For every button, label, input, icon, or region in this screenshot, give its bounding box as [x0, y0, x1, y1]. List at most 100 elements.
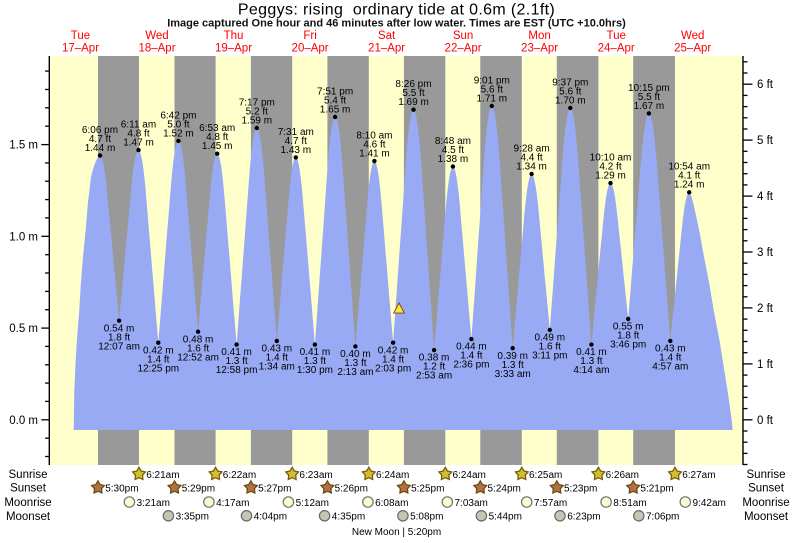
svg-text:1.45 m: 1.45 m — [202, 141, 233, 152]
svg-text:4.4 ft: 4.4 ft — [520, 152, 542, 163]
svg-text:1.67 m: 1.67 m — [634, 101, 665, 112]
svg-text:1.41 m: 1.41 m — [359, 149, 390, 160]
svg-text:0.55 m: 0.55 m — [613, 322, 644, 333]
svg-text:4:57 am: 4:57 am — [652, 362, 688, 373]
svg-text:1.3 ft: 1.3 ft — [304, 356, 326, 367]
svg-text:1.4 ft: 1.4 ft — [460, 351, 482, 362]
svg-text:1.69 m: 1.69 m — [398, 97, 429, 108]
svg-text:4.8 ft: 4.8 ft — [206, 132, 228, 143]
svg-text:0.41 m: 0.41 m — [576, 347, 607, 358]
svg-text:Sunrise: Sunrise — [747, 469, 786, 481]
svg-text:7:57am: 7:57am — [534, 498, 567, 509]
svg-text:2:13 am: 2:13 am — [337, 367, 373, 378]
svg-text:21–Apr: 21–Apr — [368, 43, 405, 55]
svg-text:9:37 pm: 9:37 pm — [552, 77, 588, 88]
svg-text:1:34 am: 1:34 am — [259, 362, 295, 373]
svg-text:8:51am: 8:51am — [613, 498, 646, 509]
svg-text:1.38 m: 1.38 m — [438, 154, 469, 165]
svg-text:7:06pm: 7:06pm — [646, 512, 679, 523]
svg-text:6:11 am: 6:11 am — [121, 120, 156, 131]
svg-text:7:51 pm: 7:51 pm — [317, 86, 353, 97]
svg-text:3:21am: 3:21am — [137, 498, 170, 509]
svg-text:3:35pm: 3:35pm — [176, 512, 209, 523]
svg-text:9:42am: 9:42am — [693, 498, 726, 509]
svg-text:Moonset: Moonset — [6, 511, 51, 523]
svg-text:20–Apr: 20–Apr — [292, 43, 329, 55]
svg-text:12:52 am: 12:52 am — [177, 352, 219, 363]
svg-text:0.0 m: 0.0 m — [9, 415, 38, 427]
svg-text:1.3 ft: 1.3 ft — [502, 360, 524, 371]
svg-text:5:12am: 5:12am — [296, 498, 329, 509]
svg-text:2 ft: 2 ft — [757, 303, 774, 315]
svg-text:5.4 ft: 5.4 ft — [324, 95, 346, 106]
svg-text:0.5 m: 0.5 m — [9, 323, 38, 335]
svg-text:1.6 ft: 1.6 ft — [187, 343, 209, 354]
svg-text:10:54 am: 10:54 am — [668, 162, 710, 173]
svg-text:0.44 m: 0.44 m — [456, 342, 487, 353]
svg-text:1.43 m: 1.43 m — [281, 145, 312, 156]
svg-text:0.43 m: 0.43 m — [262, 344, 293, 355]
svg-text:4.5 ft: 4.5 ft — [442, 145, 464, 156]
svg-text:6:24am: 6:24am — [376, 470, 409, 481]
svg-text:8:48 am: 8:48 am — [435, 136, 471, 147]
svg-text:1.47 m: 1.47 m — [123, 138, 154, 149]
svg-text:Tue: Tue — [71, 30, 90, 42]
svg-text:1 ft: 1 ft — [757, 359, 774, 371]
svg-text:0.42 m: 0.42 m — [378, 345, 409, 356]
svg-text:10:10 am: 10:10 am — [590, 153, 632, 164]
svg-text:1.5 m: 1.5 m — [9, 140, 38, 152]
svg-text:1.4 ft: 1.4 ft — [382, 354, 404, 365]
svg-text:0.38 m: 0.38 m — [419, 353, 450, 364]
svg-text:4 ft: 4 ft — [757, 191, 774, 203]
svg-text:5.0 ft: 5.0 ft — [167, 119, 189, 130]
svg-text:1.24 m: 1.24 m — [674, 180, 705, 191]
svg-text:0.42 m: 0.42 m — [143, 345, 174, 356]
svg-text:8:10 am: 8:10 am — [356, 131, 392, 142]
svg-text:1.65 m: 1.65 m — [320, 104, 351, 115]
svg-text:Fri: Fri — [303, 30, 316, 42]
svg-text:18–Apr: 18–Apr — [138, 43, 175, 55]
svg-text:Sun: Sun — [453, 30, 473, 42]
svg-text:3:11 pm: 3:11 pm — [532, 351, 567, 362]
svg-text:2:03 pm: 2:03 pm — [375, 363, 411, 374]
svg-text:4.2 ft: 4.2 ft — [599, 162, 621, 173]
svg-text:0.54 m: 0.54 m — [104, 323, 135, 334]
svg-text:New Moon | 5:20pm: New Moon | 5:20pm — [352, 527, 441, 538]
svg-text:Sunrise: Sunrise — [9, 469, 48, 481]
svg-text:Sunset: Sunset — [748, 483, 785, 495]
svg-text:24–Apr: 24–Apr — [598, 43, 635, 55]
svg-text:0.48 m: 0.48 m — [183, 334, 214, 345]
svg-text:Tue: Tue — [607, 30, 626, 42]
svg-text:1.3 ft: 1.3 ft — [344, 358, 366, 369]
svg-text:6:23pm: 6:23pm — [567, 512, 600, 523]
svg-text:5 ft: 5 ft — [757, 135, 774, 147]
svg-text:4:04pm: 4:04pm — [254, 512, 287, 523]
svg-text:1.6 ft: 1.6 ft — [539, 342, 561, 353]
svg-text:Sat: Sat — [378, 30, 396, 42]
svg-text:9:28 am: 9:28 am — [514, 143, 550, 154]
svg-text:Wed: Wed — [681, 30, 704, 42]
svg-text:Mon: Mon — [528, 30, 550, 42]
svg-text:25–Apr: 25–Apr — [674, 43, 711, 55]
svg-text:1:30 pm: 1:30 pm — [297, 365, 333, 376]
svg-text:6:27am: 6:27am — [682, 470, 715, 481]
svg-text:19–Apr: 19–Apr — [215, 43, 252, 55]
svg-text:2:53 am: 2:53 am — [416, 371, 452, 382]
svg-text:5.6 ft: 5.6 ft — [559, 86, 581, 97]
svg-text:17–Apr: 17–Apr — [62, 43, 99, 55]
svg-text:7:03am: 7:03am — [455, 498, 488, 509]
svg-text:1.3 ft: 1.3 ft — [225, 356, 247, 367]
svg-text:6:06 pm: 6:06 pm — [82, 125, 118, 136]
svg-text:Wed: Wed — [145, 30, 168, 42]
svg-text:0.39 m: 0.39 m — [497, 351, 528, 362]
svg-text:4:14 am: 4:14 am — [573, 365, 609, 376]
svg-text:3:33 am: 3:33 am — [495, 369, 531, 380]
svg-text:6:08am: 6:08am — [375, 498, 408, 509]
svg-text:5.6 ft: 5.6 ft — [481, 84, 503, 95]
svg-text:Image captured One hour and 46: Image captured One hour and 46 minutes a… — [167, 18, 626, 30]
svg-text:Peggys: rising ordinary tide: Peggys: rising ordinary tide at 0.6m (2.… — [238, 2, 555, 19]
svg-text:4.1 ft: 4.1 ft — [678, 171, 700, 182]
svg-text:6:42 pm: 6:42 pm — [160, 110, 196, 121]
svg-text:5:26pm: 5:26pm — [335, 483, 368, 494]
svg-text:Moonrise: Moonrise — [4, 497, 51, 509]
